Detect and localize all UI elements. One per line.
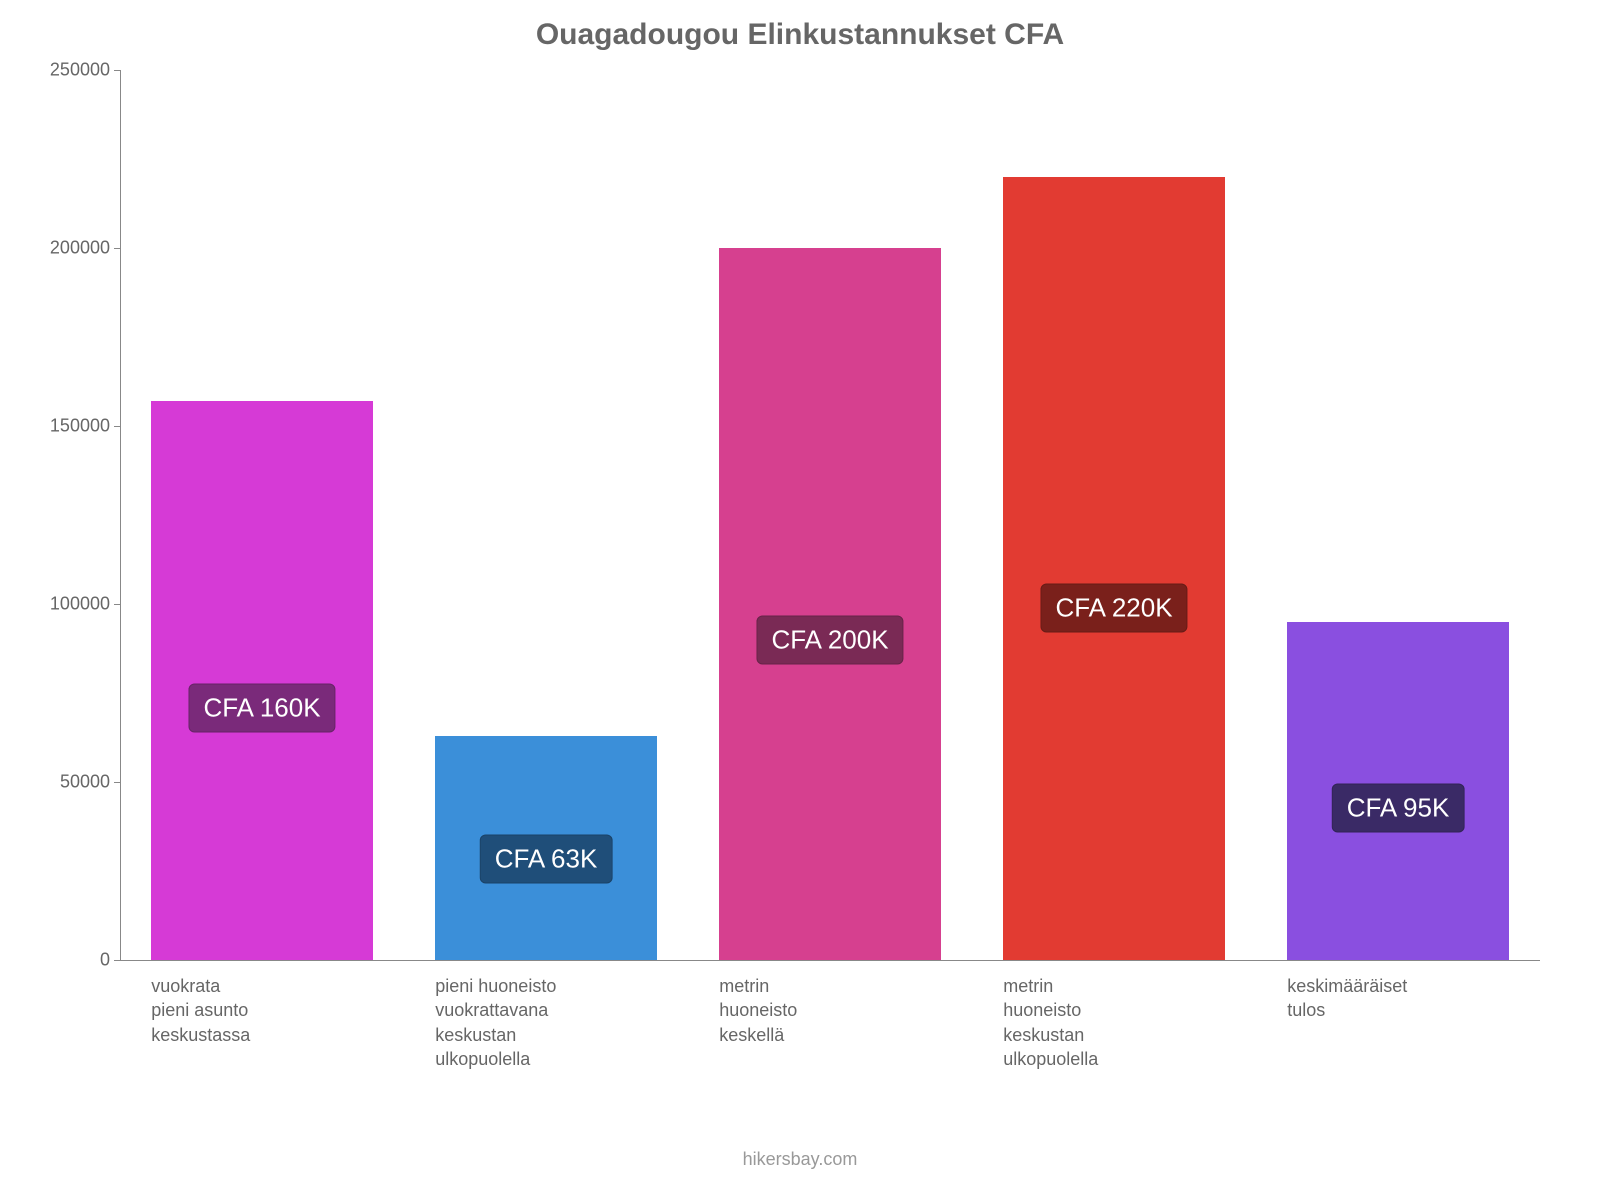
bar [719, 248, 941, 960]
bar-value-label: CFA 200K [756, 615, 903, 664]
x-tick-label: vuokratapieni asuntokeskustassa [151, 960, 351, 1047]
x-tick-label-line: pieni huoneisto [435, 974, 635, 998]
x-tick-label-line: ulkopuolella [435, 1047, 635, 1071]
x-tick-label-line: pieni asunto [151, 998, 351, 1022]
y-tick-label: 100000 [50, 594, 120, 615]
y-tick-label: 250000 [50, 60, 120, 81]
y-tick-mark [114, 248, 120, 249]
chart-container: Ouagadougou Elinkustannukset CFA 0500001… [0, 0, 1600, 1200]
y-tick-mark [114, 426, 120, 427]
x-tick-label-line: keskustan [1003, 1023, 1203, 1047]
y-tick-label: 50000 [60, 772, 120, 793]
chart-footer: hikersbay.com [0, 1149, 1600, 1170]
x-tick-label-line: huoneisto [719, 998, 919, 1022]
x-tick-label-line: tulos [1287, 998, 1487, 1022]
bar [1003, 177, 1225, 960]
bar-value-label: CFA 220K [1040, 583, 1187, 632]
x-tick-label-line: keskustassa [151, 1023, 351, 1047]
x-tick-label-line: vuokrata [151, 974, 351, 998]
x-tick-label-line: huoneisto [1003, 998, 1203, 1022]
x-tick-label: metrinhuoneistokeskustanulkopuolella [1003, 960, 1203, 1071]
x-tick-label-line: vuokrattavana [435, 998, 635, 1022]
y-tick-mark [114, 960, 120, 961]
x-tick-label-line: metrin [1003, 974, 1203, 998]
x-tick-label: metrinhuoneistokeskellä [719, 960, 919, 1047]
plot-area: 050000100000150000200000250000CFA 160Kvu… [120, 70, 1540, 960]
chart-title: Ouagadougou Elinkustannukset CFA [0, 18, 1600, 52]
y-tick-label: 200000 [50, 238, 120, 259]
bar-value-label: CFA 160K [188, 684, 335, 733]
x-tick-label-line: ulkopuolella [1003, 1047, 1203, 1071]
y-tick-mark [114, 604, 120, 605]
x-tick-label-line: metrin [719, 974, 919, 998]
y-tick-mark [114, 782, 120, 783]
x-tick-label-line: keskellä [719, 1023, 919, 1047]
y-axis [120, 70, 121, 960]
bar-value-label: CFA 63K [480, 835, 613, 884]
x-tick-label-line: keskimääräiset [1287, 974, 1487, 998]
y-tick-mark [114, 70, 120, 71]
x-tick-label: pieni huoneistovuokrattavanakeskustanulk… [435, 960, 635, 1071]
bar [151, 401, 373, 960]
y-tick-label: 150000 [50, 416, 120, 437]
x-tick-label-line: keskustan [435, 1023, 635, 1047]
bar-value-label: CFA 95K [1332, 783, 1465, 832]
x-tick-label: keskimääräisettulos [1287, 960, 1487, 1023]
